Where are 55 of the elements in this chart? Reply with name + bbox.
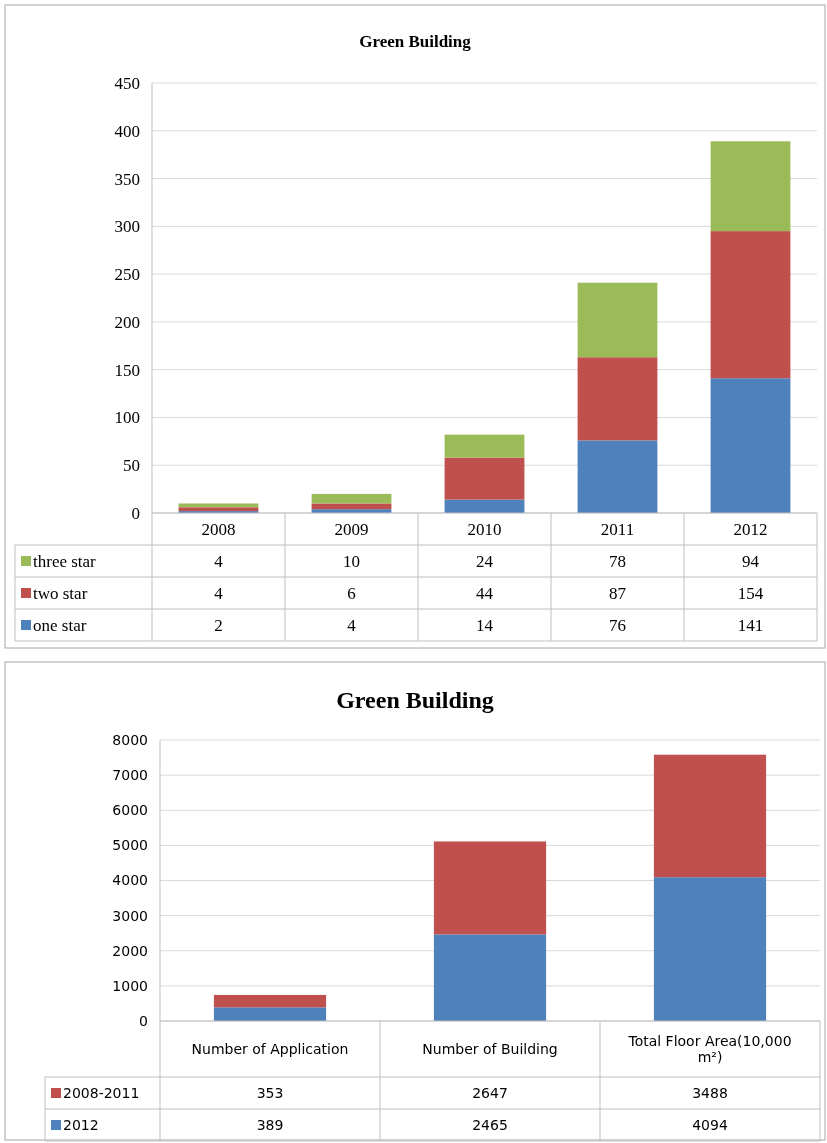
data-label: 76 xyxy=(609,615,626,635)
x-tick-label: 2010 xyxy=(467,519,502,539)
y-tick-label: 0 xyxy=(139,1012,148,1029)
data-label: 78 xyxy=(609,551,626,571)
data-label: 2 xyxy=(214,615,223,635)
y-tick-label: 300 xyxy=(114,217,140,237)
chart-title: Green Building xyxy=(336,687,494,713)
data-label: 6 xyxy=(347,583,356,603)
data-label: 154 xyxy=(737,583,764,603)
x-tick-label: Number of Application xyxy=(191,1040,349,1057)
data-label: 353 xyxy=(256,1084,284,1101)
x-tick-label: 2008 xyxy=(201,519,236,539)
data-label: 2647 xyxy=(472,1084,508,1101)
y-tick-label: 400 xyxy=(114,121,140,141)
data-label: 4 xyxy=(347,615,357,635)
legend-label: one star xyxy=(33,615,87,635)
legend-label: three star xyxy=(33,551,97,571)
data-label: 94 xyxy=(742,551,760,571)
legend-label: 2012 xyxy=(63,1116,99,1133)
data-label: 389 xyxy=(256,1116,284,1133)
x-tick-label: 2011 xyxy=(600,519,635,539)
legend-label: 2008-2011 xyxy=(63,1084,140,1101)
y-tick-label: 4000 xyxy=(112,872,148,889)
data-label: 10 xyxy=(343,551,360,571)
data-label: 44 xyxy=(476,583,494,603)
data-label: 24 xyxy=(476,551,494,571)
data-label: 4 xyxy=(214,583,224,603)
y-tick-label: 350 xyxy=(114,169,140,189)
y-tick-label: 0 xyxy=(131,503,140,523)
data-label: 4094 xyxy=(692,1116,728,1133)
y-tick-label: 2000 xyxy=(112,942,148,959)
y-tick-label: 250 xyxy=(114,265,140,285)
data-label: 87 xyxy=(609,583,627,603)
y-tick-label: 1000 xyxy=(112,977,148,994)
y-tick-label: 150 xyxy=(114,360,140,380)
x-tick-label: Total Floor Area(10,000 m²) xyxy=(627,1032,792,1066)
y-tick-label: 100 xyxy=(114,408,140,428)
y-tick-label: 3000 xyxy=(112,907,148,924)
y-tick-label: 6000 xyxy=(112,802,148,819)
x-tick-label: Number of Building xyxy=(422,1040,558,1057)
y-tick-label: 8000 xyxy=(112,731,148,748)
data-label: 141 xyxy=(737,615,764,635)
y-tick-label: 200 xyxy=(114,312,140,332)
data-label: 3488 xyxy=(692,1084,728,1101)
x-tick-label: 2012 xyxy=(733,519,768,539)
legend-label: two star xyxy=(33,583,88,603)
y-tick-label: 5000 xyxy=(112,837,148,854)
data-label: 2465 xyxy=(472,1116,508,1133)
data-label: 14 xyxy=(476,615,494,635)
data-label: 4 xyxy=(214,551,224,571)
x-tick-label: 2009 xyxy=(334,519,369,539)
y-tick-label: 450 xyxy=(114,73,140,93)
y-tick-label: 50 xyxy=(123,456,140,476)
chart-title: Green Building xyxy=(359,32,472,51)
y-tick-label: 7000 xyxy=(112,767,148,784)
